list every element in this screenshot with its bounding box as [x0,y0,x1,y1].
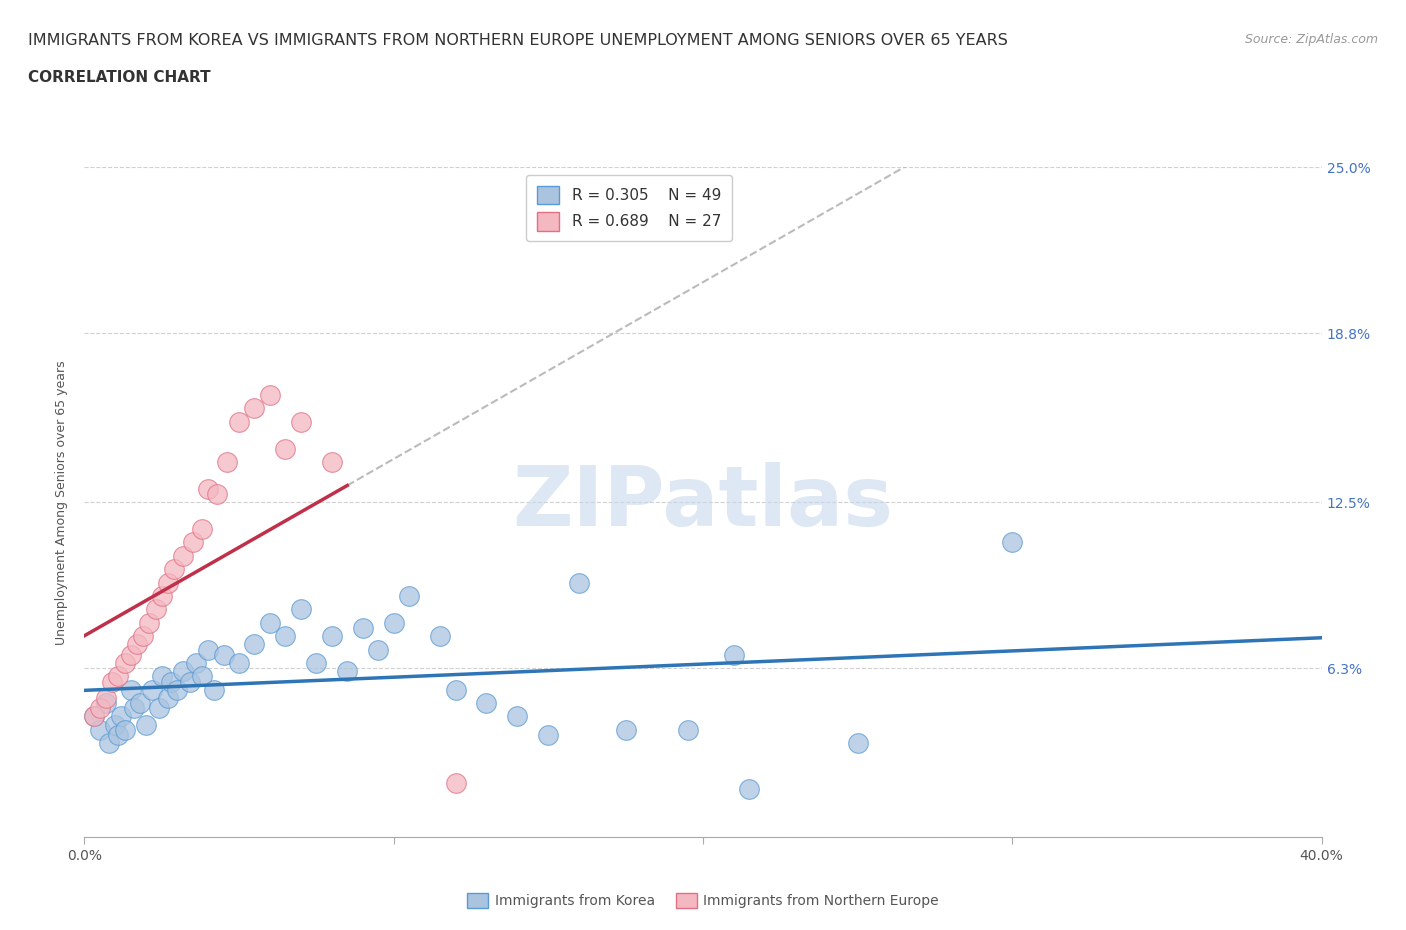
Point [110,709,132,724]
Point [506,709,529,724]
Point [398,589,420,604]
Point [172,549,194,564]
Point [243,637,266,652]
Point [148,701,170,716]
Point [160,674,183,689]
Point [166,683,188,698]
Point [738,781,761,796]
Point [132,629,155,644]
Point [163,562,186,577]
Point [537,728,560,743]
Point [352,620,374,635]
Point [89,701,111,716]
Point [150,669,173,684]
Point [107,728,129,743]
Point [138,616,160,631]
Point [475,696,498,711]
Point [336,663,359,678]
Text: Source: ZipAtlas.com: Source: ZipAtlas.com [1244,33,1378,46]
Point [723,647,745,662]
Point [212,647,235,662]
Point [156,690,179,705]
Point [228,656,250,671]
Point [83,709,105,724]
Point [568,575,591,590]
Point [94,696,117,711]
Point [321,455,343,470]
Point [122,701,145,716]
Point [129,696,152,711]
Point [1001,535,1024,550]
Point [114,656,136,671]
Point [181,535,204,550]
Point [614,723,637,737]
Point [120,647,142,662]
Point [197,482,219,497]
Legend: R = 0.305    N = 49, R = 0.689    N = 27: R = 0.305 N = 49, R = 0.689 N = 27 [526,175,731,242]
Point [83,709,105,724]
Point [202,683,225,698]
Point [191,522,214,537]
Point [179,674,201,689]
Legend: Immigrants from Korea, Immigrants from Northern Europe: Immigrants from Korea, Immigrants from N… [461,888,945,914]
Text: IMMIGRANTS FROM KOREA VS IMMIGRANTS FROM NORTHERN EUROPE UNEMPLOYMENT AMONG SENI: IMMIGRANTS FROM KOREA VS IMMIGRANTS FROM… [28,33,1008,47]
Point [114,723,136,737]
Point [321,629,343,644]
Point [89,723,111,737]
Point [290,415,312,430]
Text: CORRELATION CHART: CORRELATION CHART [28,70,211,85]
Point [274,441,297,456]
Text: ZIPatlas: ZIPatlas [513,461,893,543]
Point [444,683,467,698]
Point [191,669,214,684]
Point [107,669,129,684]
Point [676,723,699,737]
Point [172,663,194,678]
Point [101,674,124,689]
Point [274,629,297,644]
Point [120,683,142,698]
Point [98,736,121,751]
Point [145,602,167,617]
Point [429,629,451,644]
Point [215,455,238,470]
Point [290,602,312,617]
Point [104,717,127,732]
Point [197,642,219,657]
Point [305,656,328,671]
Point [94,690,117,705]
Point [367,642,389,657]
Point [846,736,869,751]
Point [150,589,173,604]
Point [444,776,467,790]
Point [228,415,250,430]
Point [382,616,405,631]
Point [141,683,163,698]
Point [259,388,281,403]
Point [207,486,229,501]
Point [243,401,266,416]
Point [125,637,148,652]
Y-axis label: Unemployment Among Seniors over 65 years: Unemployment Among Seniors over 65 years [55,360,69,644]
Point [135,717,157,732]
Point [156,575,179,590]
Point [184,656,207,671]
Point [259,616,281,631]
